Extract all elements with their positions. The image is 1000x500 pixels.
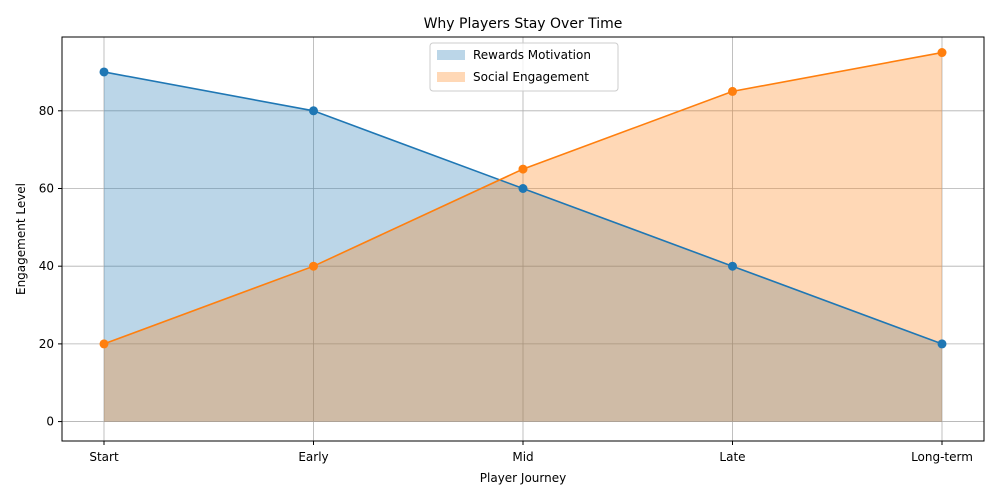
data-point-series-1: [309, 261, 318, 271]
x-tick-label: Start: [89, 450, 119, 464]
y-tick-label: 0: [46, 415, 54, 429]
y-axis-label: Engagement Level: [14, 183, 28, 295]
area-fills: [104, 52, 942, 422]
x-tick-label: Mid: [512, 450, 533, 464]
y-tick-label: 60: [39, 182, 54, 196]
y-tick-label: 20: [39, 337, 54, 351]
data-point-series-1: [99, 339, 109, 349]
area-fill-series-1: [104, 52, 942, 422]
y-tick-label: 80: [39, 104, 54, 118]
y-axis-ticks: 0 20 40 60 80: [39, 104, 62, 429]
x-axis-ticks: Start Early Mid Late Long-term: [89, 441, 973, 464]
area-fill-series-0: [104, 71, 942, 422]
legend-swatch-social: [437, 72, 465, 82]
y-tick-label: 40: [39, 259, 54, 273]
data-point-series-1: [937, 48, 947, 58]
grid: [62, 37, 984, 441]
chart-title: Why Players Stay Over Time: [424, 16, 623, 32]
legend: Rewards Motivation Social Engagement: [429, 42, 619, 92]
series-markers: [99, 48, 947, 349]
legend-frame: [429, 42, 619, 92]
x-tick-label: Long-term: [911, 450, 973, 464]
data-point-series-0: [309, 106, 318, 116]
data-point-series-0: [937, 339, 947, 349]
data-point-series-0: [728, 261, 737, 271]
legend-swatch-rewards: [437, 50, 465, 60]
data-point-series-0: [518, 184, 528, 193]
legend-label-social: Social Engagement: [473, 70, 589, 84]
legend-label-rewards: Rewards Motivation: [473, 48, 591, 62]
data-point-series-1: [518, 164, 528, 174]
x-tick-label: Early: [298, 450, 328, 464]
x-axis-label: Player Journey: [480, 471, 566, 485]
data-point-series-1: [728, 86, 737, 96]
x-tick-label: Late: [719, 450, 745, 464]
data-point-series-0: [99, 67, 109, 77]
